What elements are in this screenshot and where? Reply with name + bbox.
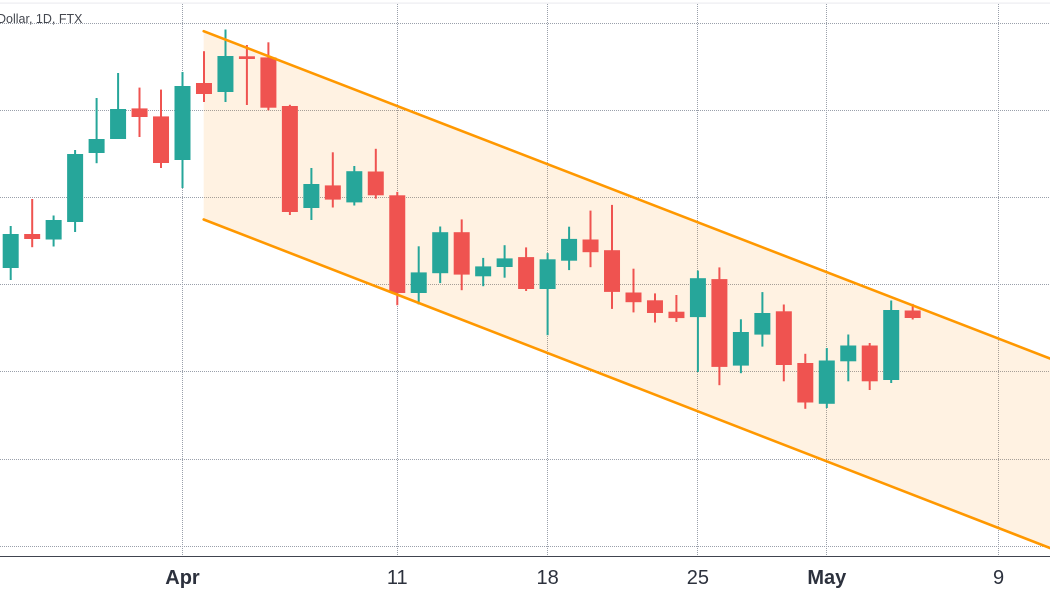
svg-text:18: 18 (536, 567, 558, 589)
svg-text:11: 11 (387, 567, 408, 589)
svg-text:Dollar, 1D, FTX: Dollar, 1D, FTX (0, 12, 83, 26)
svg-text:9: 9 (993, 567, 1004, 589)
svg-text:25: 25 (687, 567, 709, 589)
svg-text:May: May (807, 567, 847, 589)
svg-text:Apr: Apr (165, 567, 200, 589)
